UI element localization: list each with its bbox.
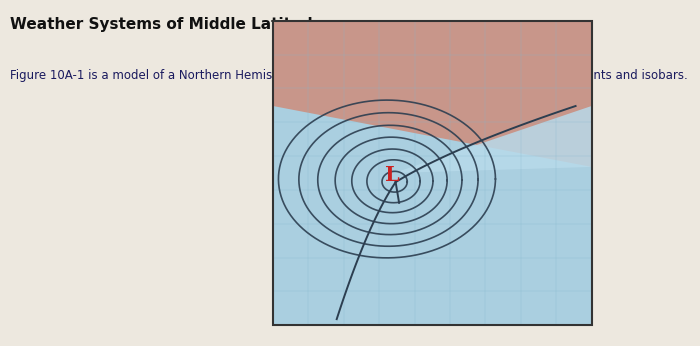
Text: Figure 10A-1 is a model of a Northern Hemisphere extratropical cyclone reaching : Figure 10A-1 is a model of a Northern He… — [10, 69, 688, 82]
Bar — [273, 21, 592, 325]
Bar — [273, 21, 592, 325]
Polygon shape — [394, 106, 592, 173]
Polygon shape — [273, 21, 592, 167]
Text: L: L — [385, 165, 400, 185]
Text: Weather Systems of Middle Latitudes: Weather Systems of Middle Latitudes — [10, 17, 332, 32]
